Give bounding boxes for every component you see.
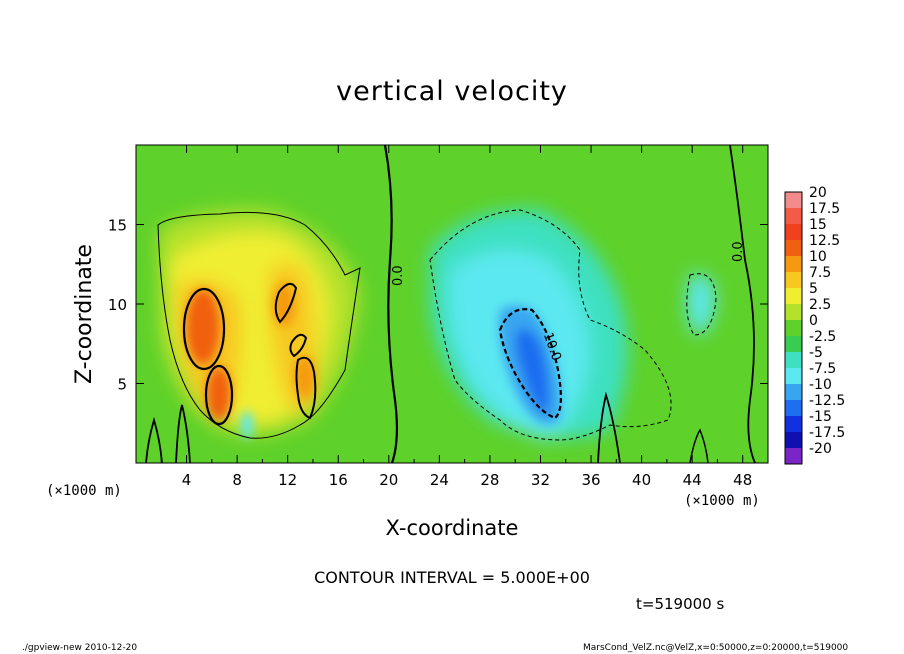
colorbar-swatch: [785, 448, 802, 465]
colorbar-swatch: [785, 368, 802, 385]
x-tick-label-28: 28: [480, 471, 499, 489]
colorbar-swatch: [785, 192, 802, 209]
contour-label-zero-1: 0.0: [391, 265, 406, 286]
colorbar-swatch: [785, 304, 802, 321]
colorbar-label: -2.5: [809, 329, 836, 345]
colorbar-label: -20: [809, 441, 832, 457]
colorbar-swatch: [785, 208, 802, 225]
colorbar-label: -7.5: [809, 361, 836, 377]
x-tick-label-4: 4: [182, 471, 192, 489]
x-tick-label-32: 32: [531, 471, 550, 489]
colorbar-label: 10: [809, 249, 827, 265]
x-tick-label-40: 40: [632, 471, 651, 489]
colorbar-label: 2.5: [809, 297, 831, 313]
colorbar-label: 12.5: [809, 233, 840, 249]
colorbar-swatch: [785, 288, 802, 305]
x-tick-label-8: 8: [232, 471, 242, 489]
colorbar-label: 15: [809, 217, 827, 233]
colorbar: 2017.51512.5107.552.50-2.5-5-7.5-10-12.5…: [784, 185, 845, 465]
colorbar-label: -15: [809, 409, 832, 425]
colorbar-label: -10: [809, 377, 832, 393]
x-tick-label-44: 44: [683, 471, 702, 489]
y-tick-label-5: 5: [117, 376, 127, 394]
x-unit-left: (×1000 m): [46, 483, 122, 499]
colorbar-label: -5: [809, 345, 823, 361]
x-tick-label-12: 12: [278, 471, 297, 489]
contour-interval-note: CONTOUR INTERVAL = 5.000E+00: [314, 568, 590, 587]
colorbar-frame: [784, 191, 803, 465]
y-axis: 5 10 15: [108, 217, 768, 394]
colorbar-swatch: [785, 240, 802, 257]
colorbar-swatch: [785, 336, 802, 353]
footer-right: MarsCond_VelZ.nc@VelZ,x=0:50000,z=0:2000…: [583, 643, 849, 653]
colorbar-swatch: [785, 384, 802, 401]
x-tick-label-20: 20: [379, 471, 398, 489]
y-tick-label-15: 15: [108, 217, 127, 235]
time-label: t=519000 s: [636, 595, 725, 613]
colorbar-label: -12.5: [809, 393, 845, 409]
colorbar-swatch: [785, 432, 802, 449]
colorbar-label: -17.5: [809, 425, 845, 441]
colorbar-swatch: [785, 256, 802, 273]
colorbar-swatch: [785, 416, 802, 433]
x-unit-right: (×1000 m): [684, 493, 760, 509]
colorbar-swatch: [785, 320, 802, 337]
colorbar-swatch: [785, 352, 802, 369]
colorbar-swatch: [785, 400, 802, 417]
x-tick-label-16: 16: [329, 471, 348, 489]
colorbar-swatch: [785, 224, 802, 241]
colorbar-label: 0: [809, 313, 818, 329]
heatmap-field: 0.0 0.0 -10.0: [136, 145, 768, 463]
x-axis: 4 8 12 16 20 24 28 32 36 40 44 48: [160, 145, 752, 489]
colorbar-label: 5: [809, 281, 818, 297]
colorbar-swatch: [785, 272, 802, 289]
colorbar-label: 20: [809, 185, 827, 201]
colorbar-label: 7.5: [809, 265, 831, 281]
x-tick-label-24: 24: [430, 471, 449, 489]
contour-label-zero-2: 0.0: [731, 241, 746, 262]
chart-title: vertical velocity: [336, 76, 568, 107]
x-tick-label-36: 36: [581, 471, 600, 489]
x-tick-label-48: 48: [733, 471, 752, 489]
x-axis-label: X-coordinate: [385, 516, 519, 540]
colorbar-label: 17.5: [809, 201, 840, 217]
footer-left: ./gpview-new 2010-12-20: [22, 643, 138, 653]
y-tick-label-10: 10: [108, 296, 127, 314]
